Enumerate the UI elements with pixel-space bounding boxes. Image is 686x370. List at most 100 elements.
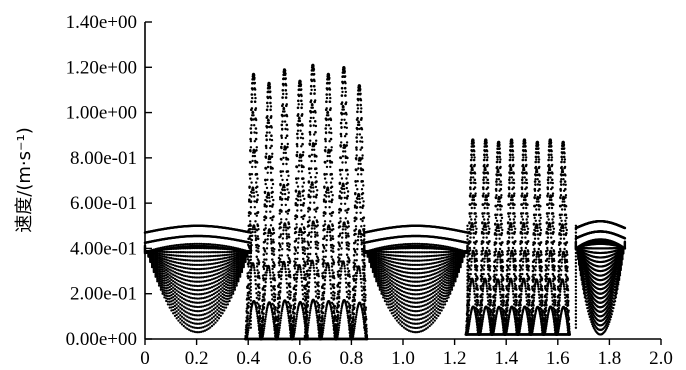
data-point xyxy=(265,258,268,261)
data-point xyxy=(299,228,303,232)
data-point xyxy=(173,308,177,311)
data-point xyxy=(314,130,317,134)
data-point xyxy=(217,292,221,296)
data-point xyxy=(194,330,198,334)
data-point xyxy=(191,280,194,283)
data-point xyxy=(179,314,182,317)
data-point xyxy=(287,235,291,239)
data-point xyxy=(168,277,171,280)
data-point xyxy=(216,290,219,293)
data-point xyxy=(254,287,258,290)
data-point xyxy=(194,293,198,296)
data-point xyxy=(348,306,352,310)
data-point xyxy=(347,234,350,238)
data-point xyxy=(166,278,170,281)
data-point xyxy=(296,209,299,212)
data-point xyxy=(306,220,310,224)
data-point xyxy=(319,330,323,334)
data-point xyxy=(245,307,249,310)
data-point xyxy=(354,225,358,228)
data-point xyxy=(175,310,178,313)
data-point xyxy=(346,181,349,185)
data-point xyxy=(274,293,277,296)
data-point xyxy=(216,276,219,279)
data-point xyxy=(175,313,178,317)
data-point xyxy=(344,231,347,235)
data-point xyxy=(340,253,343,256)
data-point xyxy=(278,264,281,267)
data-point xyxy=(253,124,256,127)
data-point xyxy=(196,276,200,279)
data-point xyxy=(331,237,335,241)
data-point xyxy=(306,328,309,332)
data-point xyxy=(328,154,331,158)
data-point xyxy=(320,324,323,327)
data-point xyxy=(309,190,313,193)
data-point xyxy=(300,159,303,162)
data-point xyxy=(282,92,285,96)
data-point xyxy=(344,228,347,231)
data-point xyxy=(340,135,343,138)
data-point xyxy=(210,286,214,289)
data-point xyxy=(312,78,316,82)
data-point xyxy=(313,201,316,204)
data-point xyxy=(322,198,326,201)
data-point xyxy=(324,131,328,134)
data-point xyxy=(303,237,306,241)
data-point xyxy=(247,326,250,330)
data-point xyxy=(310,227,314,230)
data-point xyxy=(214,291,217,295)
data-point xyxy=(339,277,342,280)
data-point xyxy=(344,161,347,164)
data-point xyxy=(194,276,198,279)
data-point xyxy=(173,304,177,308)
data-point xyxy=(331,269,334,272)
data-point xyxy=(324,108,328,112)
data-point xyxy=(322,259,326,262)
data-point xyxy=(270,144,273,148)
data-point xyxy=(269,146,272,150)
data-point xyxy=(232,283,235,287)
data-point xyxy=(221,302,224,305)
data-point xyxy=(277,261,281,265)
data-point xyxy=(347,273,351,276)
data-point xyxy=(285,178,289,182)
data-point xyxy=(216,319,219,322)
data-point xyxy=(207,327,210,330)
data-point xyxy=(191,288,194,291)
data-point xyxy=(224,288,228,292)
data-point xyxy=(224,268,228,271)
data-point xyxy=(200,284,203,287)
data-point xyxy=(309,109,312,113)
data-point xyxy=(168,306,171,309)
data-point xyxy=(309,252,312,256)
data-point xyxy=(217,303,221,306)
data-point xyxy=(305,319,308,323)
data-point xyxy=(297,99,300,103)
data-point xyxy=(313,100,317,104)
data-point xyxy=(189,275,192,279)
data-point xyxy=(329,181,333,184)
data-point xyxy=(343,71,346,74)
data-point xyxy=(216,308,219,311)
data-point xyxy=(214,280,217,283)
data-point xyxy=(307,256,310,260)
data-point xyxy=(210,313,214,316)
data-point xyxy=(309,84,313,88)
data-point xyxy=(327,188,330,192)
data-point xyxy=(219,287,222,291)
data-point xyxy=(315,180,318,183)
data-point xyxy=(268,271,272,274)
data-point xyxy=(157,268,161,271)
data-point xyxy=(175,303,178,306)
data-point xyxy=(179,291,182,295)
data-point xyxy=(223,284,226,288)
data-point xyxy=(269,105,273,108)
data-point xyxy=(255,255,258,258)
data-point xyxy=(323,319,326,323)
data-point xyxy=(313,92,316,95)
data-point xyxy=(157,280,161,284)
data-point xyxy=(288,285,292,289)
data-point xyxy=(252,78,256,81)
data-point xyxy=(217,296,221,299)
